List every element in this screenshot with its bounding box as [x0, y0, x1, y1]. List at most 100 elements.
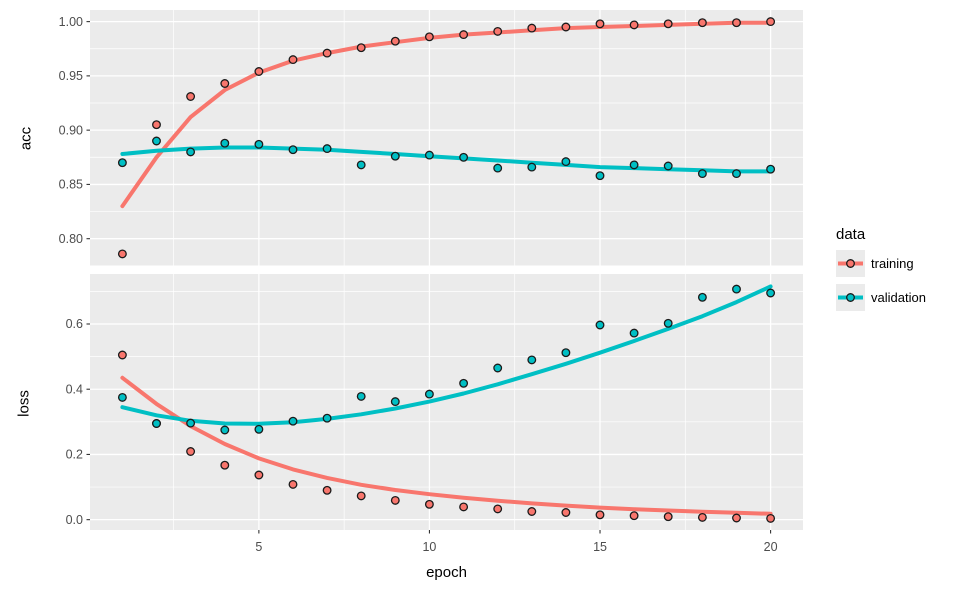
point-training-epoch-9 — [390, 36, 400, 46]
point-validation-epoch-16 — [629, 160, 639, 170]
point-validation-epoch-9 — [390, 397, 400, 407]
point-validation-epoch-4 — [220, 425, 230, 435]
legend-title: data — [836, 226, 866, 243]
y-tick-label: 0.4 — [66, 382, 83, 396]
y-tick-label: 1.00 — [59, 15, 83, 29]
point-training-epoch-7 — [322, 48, 332, 58]
point-validation-epoch-6 — [288, 145, 298, 155]
point-training-epoch-10 — [424, 32, 434, 42]
legend-point-icon — [846, 259, 855, 268]
point-training-epoch-4 — [220, 79, 230, 88]
point-validation-epoch-14 — [561, 348, 571, 358]
point-validation-epoch-11 — [459, 152, 469, 162]
point-training-epoch-6 — [288, 55, 298, 65]
smooth-line-validation — [120, 145, 773, 174]
point-training-epoch-5 — [254, 470, 264, 480]
point-training-epoch-11 — [459, 502, 469, 512]
y-tick-label: 0.90 — [59, 123, 83, 137]
point-training-epoch-17 — [663, 512, 673, 522]
point-training-epoch-14 — [561, 508, 571, 517]
point-validation-epoch-14 — [561, 157, 571, 167]
point-training-epoch-18 — [697, 512, 707, 522]
point-training-epoch-11 — [459, 30, 469, 40]
point-validation-epoch-11 — [459, 378, 469, 388]
point-validation-epoch-12 — [493, 163, 503, 173]
point-training-epoch-20 — [766, 17, 776, 27]
legend-entry-validation: validation — [836, 284, 926, 311]
y-tick-label: 0.95 — [59, 69, 83, 83]
point-training-epoch-3 — [186, 92, 196, 101]
point-validation-epoch-10 — [424, 389, 434, 399]
point-training-epoch-13 — [527, 507, 537, 516]
y-tick-label: 0.0 — [66, 513, 83, 527]
point-training-epoch-4 — [220, 460, 230, 470]
point-validation-epoch-20 — [766, 288, 776, 298]
point-training-epoch-18 — [697, 18, 707, 28]
point-validation-epoch-2 — [152, 419, 161, 428]
point-validation-epoch-5 — [254, 424, 264, 434]
legend-key-glyph-training — [838, 259, 863, 268]
point-training-epoch-13 — [527, 23, 537, 33]
point-training-epoch-5 — [254, 67, 264, 76]
point-validation-epoch-19 — [732, 169, 741, 179]
point-training-epoch-7 — [322, 485, 332, 495]
point-training-epoch-15 — [595, 19, 605, 29]
point-training-epoch-16 — [629, 20, 639, 30]
x-tick-label: 15 — [593, 540, 607, 554]
point-training-epoch-20 — [766, 513, 776, 523]
point-validation-epoch-7 — [322, 413, 332, 423]
point-training-epoch-19 — [732, 18, 741, 28]
point-training-epoch-16 — [629, 511, 639, 521]
point-training-epoch-1 — [117, 350, 127, 360]
point-training-epoch-3 — [186, 447, 196, 456]
point-training-epoch-9 — [390, 495, 400, 505]
y-tick-label: 0.80 — [59, 232, 83, 246]
point-training-epoch-19 — [732, 513, 741, 523]
point-validation-epoch-9 — [390, 151, 400, 161]
point-validation-epoch-2 — [152, 136, 161, 146]
point-training-epoch-12 — [493, 504, 503, 514]
point-training-epoch-8 — [356, 43, 366, 53]
legend-key-0 — [836, 250, 865, 277]
point-training-epoch-1 — [117, 249, 127, 259]
legend-key-glyph-validation — [838, 293, 863, 302]
point-validation-epoch-3 — [186, 418, 196, 428]
legend-key-1 — [836, 284, 865, 311]
point-training-epoch-15 — [595, 510, 605, 520]
point-validation-epoch-4 — [220, 138, 230, 148]
point-validation-epoch-13 — [527, 162, 537, 172]
point-validation-epoch-5 — [254, 139, 264, 149]
point-training-epoch-2 — [152, 120, 161, 130]
legend: data training validation — [836, 226, 926, 318]
legend-entry-training: training — [836, 250, 926, 277]
point-validation-epoch-7 — [322, 144, 332, 154]
legend-point-icon — [846, 293, 855, 302]
point-validation-epoch-12 — [493, 363, 503, 373]
point-training-epoch-17 — [663, 19, 673, 29]
point-validation-epoch-8 — [356, 391, 366, 401]
panel-bg-loss — [90, 274, 803, 530]
point-validation-epoch-17 — [663, 318, 673, 328]
y-tick-label: 0.85 — [59, 178, 83, 192]
smooth-line-training — [120, 375, 773, 516]
point-validation-epoch-3 — [186, 147, 196, 157]
point-validation-epoch-13 — [527, 355, 537, 365]
point-validation-epoch-16 — [629, 328, 639, 338]
point-validation-epoch-15 — [595, 171, 605, 181]
point-validation-epoch-8 — [356, 160, 366, 170]
point-validation-epoch-17 — [663, 161, 673, 171]
y-tick-label: 0.2 — [66, 448, 83, 462]
x-tick-label: 20 — [764, 540, 778, 554]
smooth-line-training — [120, 20, 773, 209]
x-axis-title: epoch — [426, 564, 467, 581]
point-validation-epoch-18 — [697, 169, 707, 179]
point-validation-epoch-18 — [697, 292, 707, 302]
legend-label-training: training — [871, 256, 914, 271]
point-validation-epoch-1 — [117, 158, 127, 168]
point-training-epoch-8 — [356, 491, 366, 501]
point-training-epoch-6 — [288, 479, 298, 489]
point-validation-epoch-20 — [766, 164, 776, 174]
legend-label-validation: validation — [871, 290, 926, 305]
